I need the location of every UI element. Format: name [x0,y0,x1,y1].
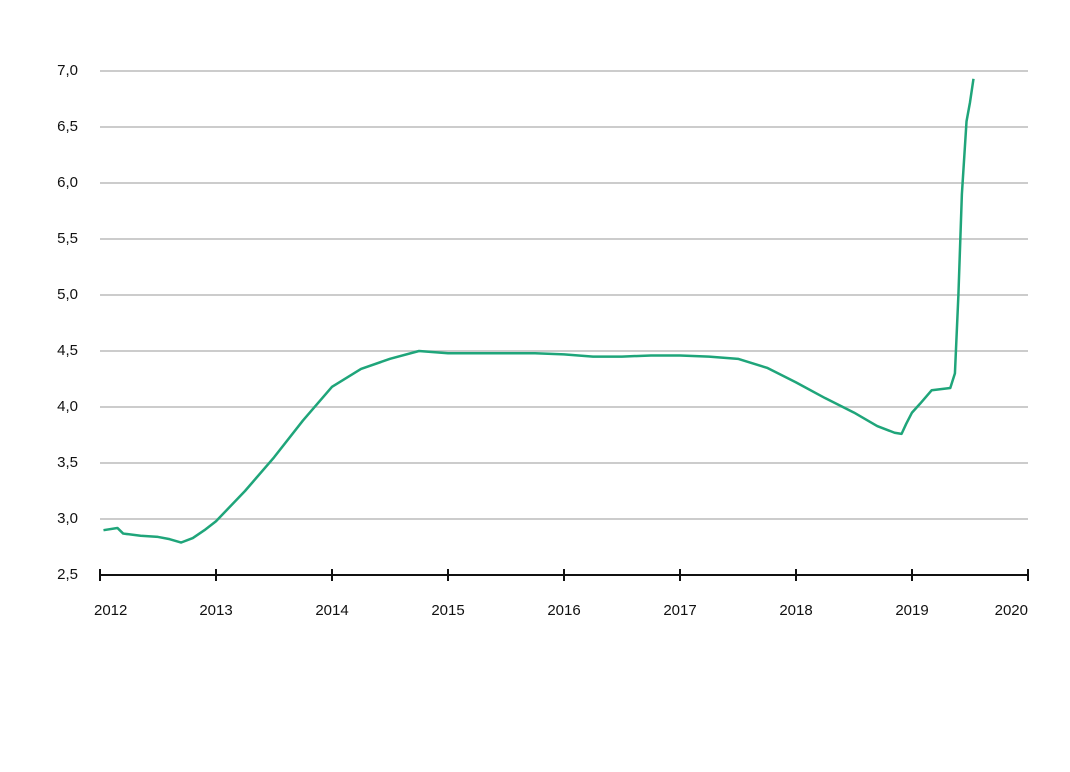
data-line [103,78,975,544]
x-tick-label: 2018 [779,602,812,619]
x-tick-label: 2019 [895,602,928,619]
y-tick-label: 6,0 [57,174,78,191]
x-tick-label: 2012 [94,602,127,619]
y-tick-label: 5,0 [57,286,78,303]
y-tick-label: 5,5 [57,230,78,247]
y-tick-label: 4,5 [57,342,78,359]
x-tick-label: 2016 [547,602,580,619]
x-tick-label: 2015 [431,602,464,619]
y-tick-label: 6,5 [57,118,78,135]
x-tick-label: 2020 [995,602,1028,619]
y-tick-label: 7,0 [57,62,78,79]
x-tick-label: 2013 [199,602,232,619]
x-tick-label: 2017 [663,602,696,619]
y-tick-label: 4,0 [57,398,78,415]
y-tick-label: 3,5 [57,454,78,471]
y-tick-label: 3,0 [57,510,78,527]
y-tick-label: 2,5 [57,566,78,583]
x-tick-label: 2014 [315,602,348,619]
